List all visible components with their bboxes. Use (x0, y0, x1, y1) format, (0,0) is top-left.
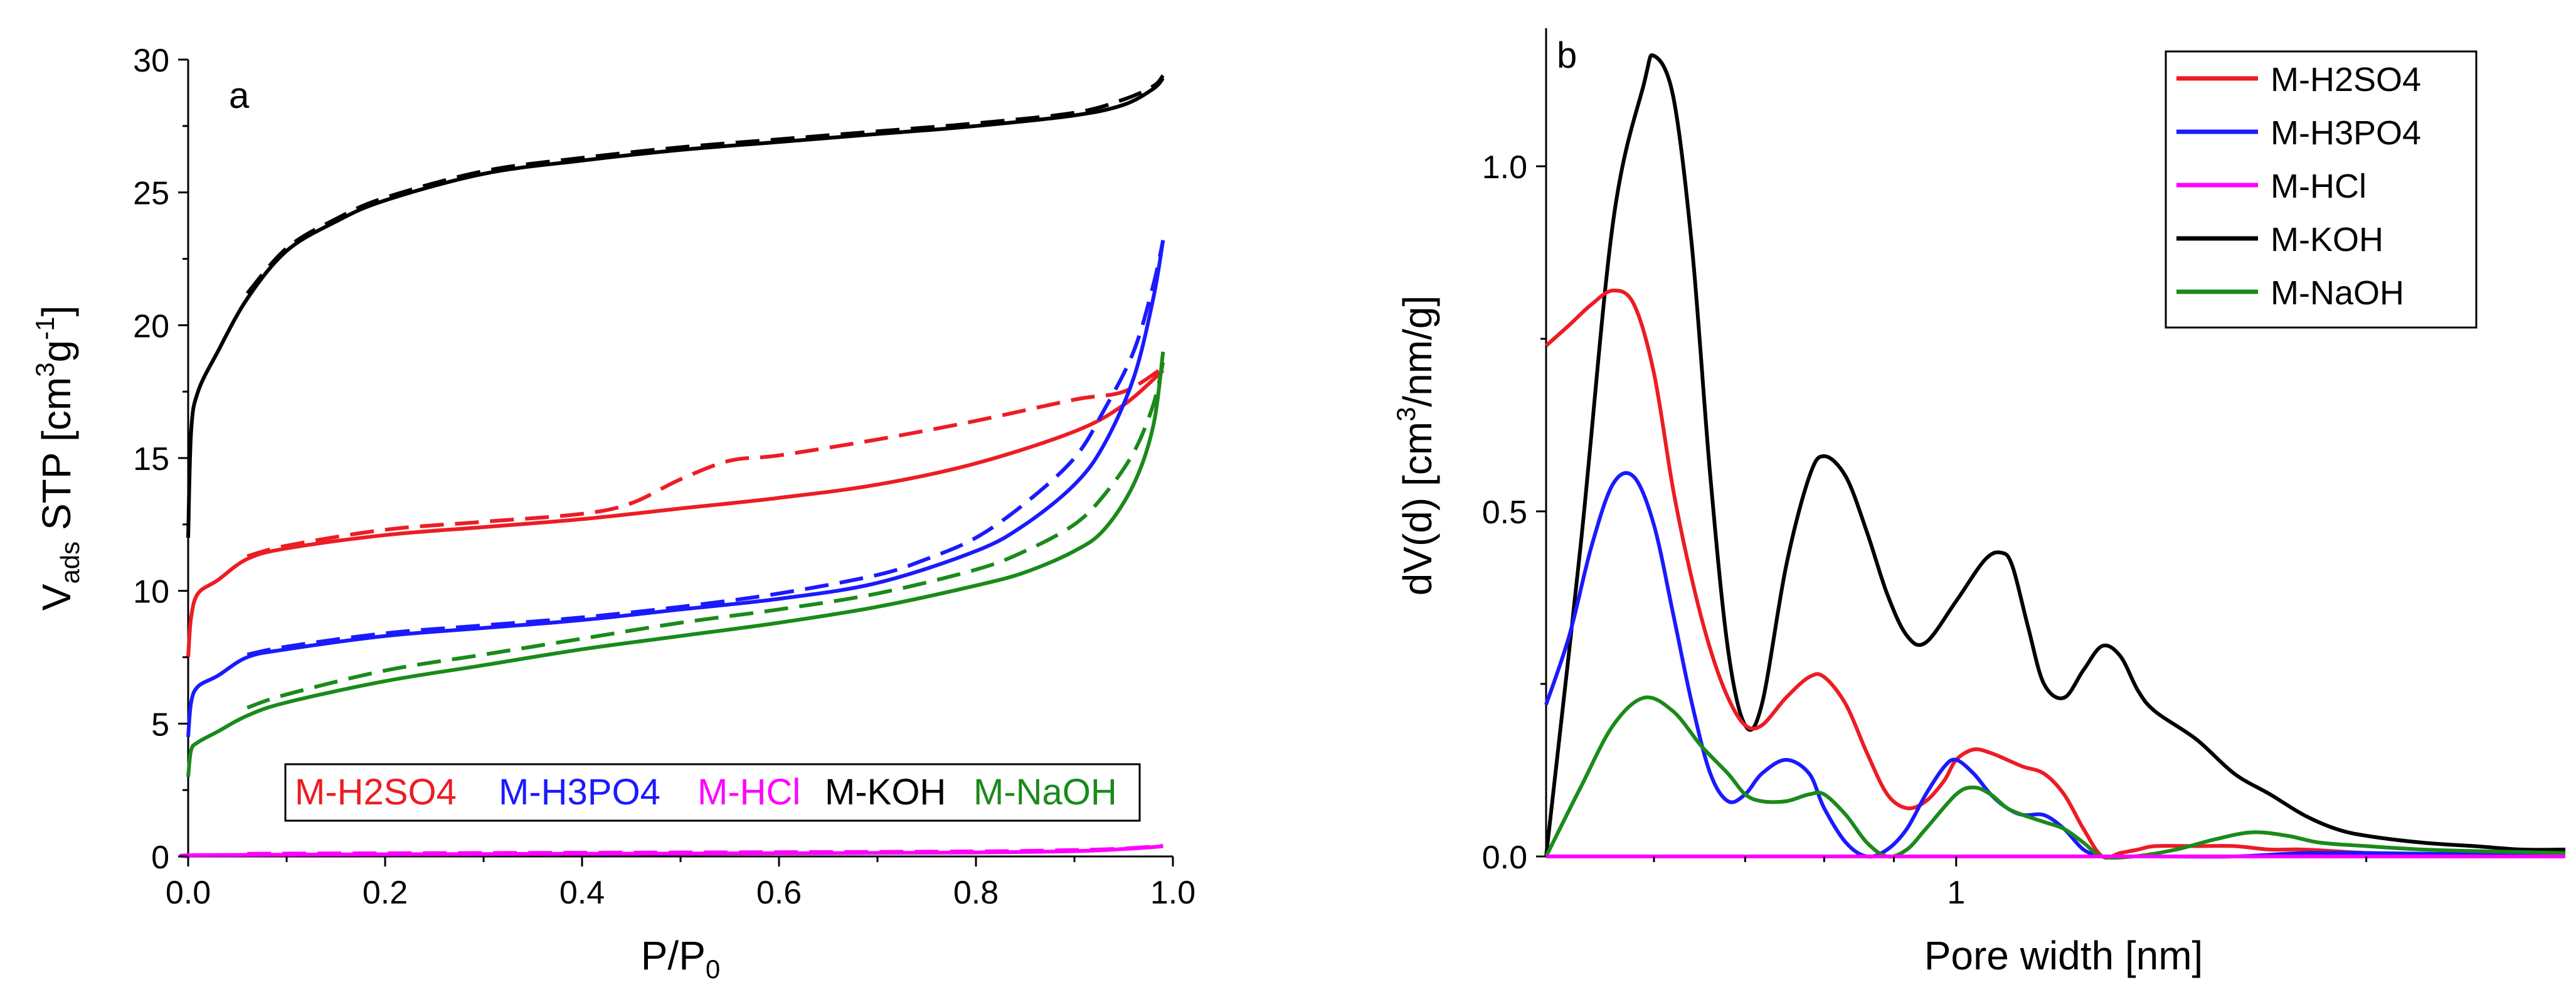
panel-a-y-tick-label: 10 (133, 574, 169, 610)
legend-b-h2so4: M-H2SO4 (2271, 61, 2421, 99)
y-title-mid2: g (34, 340, 79, 363)
panel-b-label: b (1557, 35, 1577, 76)
panel-b: 0.0 0.5 1.0 1 b dV(d) [cm3/nm/g] Pore width… (1391, 28, 2566, 978)
panel-a-label: a (229, 75, 250, 116)
b-y-title-end: /nm/g] (1395, 296, 1440, 407)
legend-b-h3po4: M-H3PO4 (2271, 114, 2421, 152)
panel-b-y-tick-label: 0.5 (1482, 494, 1527, 531)
y-title-sup2: -1 (30, 317, 60, 340)
panel-b-legend-box (2165, 50, 2478, 329)
panel-a-legend-box (284, 763, 1141, 822)
panel-a-legend: M-H2SO4 M-H3PO4 M-HCl M-KOH M-NaOH (284, 763, 1141, 822)
y-title-mid: STP [cm (34, 377, 79, 541)
legend-b-koh: M-KOH (2271, 221, 2383, 259)
panel-b-legend: M-H2SO4 M-H3PO4 M-HCl M-KOH M-NaOH (2165, 50, 2478, 329)
legend-a-hcl: M-HCl (697, 772, 800, 813)
panel-b-series-m-naoh (1544, 695, 2566, 860)
panel-a-x-tick-label: 0.8 (953, 875, 999, 911)
panel-a-series-m-h2so4-adsorption (186, 369, 1165, 658)
panel-b-y-tick-label: 0.0 (1482, 840, 1527, 876)
panel-b-x-axis-title: Pore width [nm] (1924, 933, 2203, 978)
y-title-main: V (34, 584, 79, 610)
panel-a-x-tick-label: 0.4 (559, 875, 605, 911)
panel-b-series-group (1544, 53, 2566, 860)
panel-a-series-m-hcl-desorption (247, 844, 1163, 856)
panel-b-y-axis-title: dV(d) [cm3/nm/g] (1391, 296, 1440, 596)
panel-a-x-axis-title: P/P0 (641, 933, 721, 984)
panel-a-ticks: 0 5 10 15 20 25 30 0.0 0.2 0.4 0.6 0.8 1.0 (133, 43, 1195, 911)
panel-b-x-tick-label: 1 (1947, 875, 1965, 911)
panel-b-ticks: 0.0 0.5 1.0 1 (1482, 149, 2368, 911)
panel-a-y-tick-label: 5 (151, 706, 169, 743)
y-title-sub: ads (55, 541, 85, 584)
b-y-title-main: dV(d) [cm (1395, 422, 1440, 595)
panel-b-series-m-h2so4 (1545, 289, 2566, 860)
b-y-title-sup: 3 (1391, 407, 1421, 422)
panel-a-series-m-h2so4-desorption (246, 366, 1164, 558)
panel-a-series-m-koh-desorption (245, 74, 1165, 295)
panel-b-series-m-h3po4 (1544, 471, 2566, 859)
panel-a-series-m-naoh-adsorption (186, 351, 1165, 777)
panel-a-y-axis-title: Vads STP [cm3g-1] (30, 306, 85, 610)
panel-a-x-tick-label: 0.6 (756, 875, 802, 911)
y-title-end: ] (34, 306, 79, 317)
panel-b-plot-area: 0.0 0.5 1.0 1 (1482, 28, 2566, 911)
panel-a-series-group (179, 74, 1165, 858)
x-title-main: P/P (641, 933, 706, 978)
legend-b-naoh: M-NaOH (2271, 274, 2404, 312)
y-title-sup1: 3 (30, 363, 60, 377)
panel-a-series-m-koh-adsorption (186, 77, 1165, 538)
panel-a-x-tick-label: 0.2 (363, 875, 408, 911)
panel-a-y-tick-label: 15 (133, 441, 169, 477)
legend-b-hcl: M-HCl (2271, 168, 2367, 205)
panel-a-y-tick-label: 30 (133, 43, 169, 79)
x-title-sub: 0 (706, 954, 720, 984)
panel-a-y-tick-label: 20 (133, 308, 169, 344)
panel-a-series-m-h3po4-desorption (246, 240, 1165, 657)
panel-a-y-tick-label: 25 (133, 176, 169, 212)
panel-a-x-tick-label: 0.0 (166, 875, 211, 911)
legend-a-h3po4: M-H3PO4 (499, 772, 660, 813)
panel-a-series-m-h3po4-adsorption (186, 240, 1165, 737)
legend-a-koh: M-KOH (825, 772, 946, 813)
panel-a-plot-area: 0 5 10 15 20 25 30 0.0 0.2 0.4 0.6 0.8 1.0 (133, 43, 1195, 911)
legend-a-h2so4: M-H2SO4 (295, 772, 457, 813)
panel-a-x-tick-label: 1.0 (1150, 875, 1195, 911)
panel-b-y-tick-label: 1.0 (1482, 149, 1527, 186)
panel-b-series-m-koh (1544, 53, 2566, 857)
panel-a-y-tick-label: 0 (151, 840, 169, 876)
legend-a-naoh: M-NaOH (973, 772, 1117, 813)
